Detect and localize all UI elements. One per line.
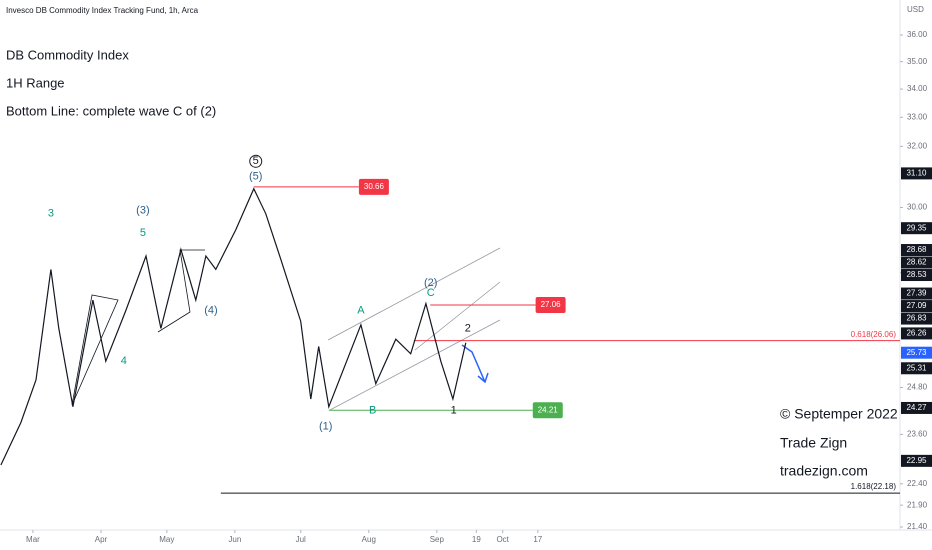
x-tick-label: Oct	[496, 535, 509, 544]
price-line-label: 24.21	[538, 405, 559, 414]
price-label: 28.53	[906, 270, 927, 279]
wave-label: (2)	[424, 277, 437, 289]
wave-label: 2	[465, 322, 471, 334]
currency: USD	[907, 5, 924, 14]
price-label: 24.27	[906, 403, 927, 412]
x-tick-label: Jul	[296, 535, 306, 544]
x-tick-label: Aug	[362, 535, 376, 544]
y-tick-label: 35.00	[907, 57, 928, 66]
y-tick-label: 23.60	[907, 430, 928, 439]
price-label-box	[901, 312, 932, 325]
wave-label: B	[369, 405, 376, 417]
symbol: Invesco DB Commodity Index Tracking Fund…	[6, 6, 199, 15]
price-label: 26.83	[906, 314, 927, 323]
price-line-label: 30.66	[364, 182, 385, 191]
price-label-box	[901, 401, 932, 414]
x-tick-label: Mar	[26, 535, 40, 544]
wave-label: 3	[48, 208, 54, 220]
y-tick-label: 32.00	[907, 142, 928, 151]
wave-label: 4	[121, 355, 127, 367]
price-label: 28.68	[906, 245, 927, 254]
price-label: 31.10	[906, 169, 927, 178]
wave-label: C	[427, 287, 435, 299]
wave-label: 5	[140, 227, 146, 239]
copyright: © Septemper 2022	[780, 406, 898, 422]
wave-label: 5	[253, 155, 259, 167]
y-tick-label: 33.00	[907, 112, 928, 121]
price-label: 25.31	[906, 363, 927, 372]
y-tick-label: 24.80	[907, 383, 928, 392]
price-line-label: 0.618(26.06)	[851, 330, 897, 339]
x-tick-label: Apr	[95, 535, 108, 544]
wave-label: 1	[451, 405, 457, 417]
x-tick-label: Jun	[228, 535, 241, 544]
price-label-box	[901, 167, 932, 180]
price-label-box	[901, 327, 932, 340]
channel	[327, 247, 501, 411]
price-label-box	[901, 362, 932, 375]
price-line-series	[0, 187, 467, 466]
note-bottom-line: Bottom Line: complete wave C of (2)	[6, 103, 216, 118]
x-tick-label: 19	[472, 535, 481, 544]
price-line-box	[358, 178, 389, 195]
price-label: 29.35	[906, 223, 927, 232]
y-tick-label: 21.90	[907, 500, 928, 509]
note-range: 1H Range	[6, 75, 65, 90]
price-label-box	[901, 244, 932, 257]
price-line-box	[535, 297, 566, 314]
wave-circle	[249, 154, 263, 168]
price-label: 27.09	[906, 301, 927, 310]
wave-label: (4)	[204, 305, 217, 317]
price-label: 27.39	[906, 289, 927, 298]
x-tick-label: 17	[533, 535, 542, 544]
price-label-box	[901, 269, 932, 282]
price-label-box	[901, 346, 932, 359]
price-label: 28.62	[906, 258, 927, 267]
price-label: 26.26	[906, 329, 927, 338]
wave-label: (5)	[249, 170, 262, 182]
y-tick-label: 22.40	[907, 479, 928, 488]
price-label: 22.95	[906, 456, 927, 465]
y-tick-label: 21.40	[907, 522, 928, 531]
price-line-label: 1.618(22.18)	[851, 482, 897, 491]
y-tick-label: 30.00	[907, 203, 928, 212]
price-line-box	[532, 402, 563, 419]
arrow-head	[477, 372, 489, 384]
y-tick-label: 34.00	[907, 84, 928, 93]
brand: Trade Zign	[780, 435, 847, 451]
wave-label: (3)	[136, 205, 149, 217]
wave-label: A	[357, 305, 365, 317]
note-title: DB Commodity Index	[6, 47, 129, 62]
price-label-box	[901, 454, 932, 467]
x-tick-label: Sep	[430, 535, 445, 544]
price-label-box	[901, 300, 932, 313]
wave-label: (1)	[319, 420, 332, 432]
projection-arrow	[461, 344, 486, 383]
y-tick-label: 36.00	[907, 30, 928, 39]
price-line-label: 27.06	[541, 300, 562, 309]
price-label-box	[901, 287, 932, 300]
x-tick-label: May	[159, 535, 174, 544]
site: tradezign.com	[780, 463, 868, 479]
price-label: 25.73	[906, 348, 927, 357]
wave-drawings	[71, 249, 205, 406]
price-label-box	[901, 222, 932, 235]
price-label-box	[901, 256, 932, 269]
